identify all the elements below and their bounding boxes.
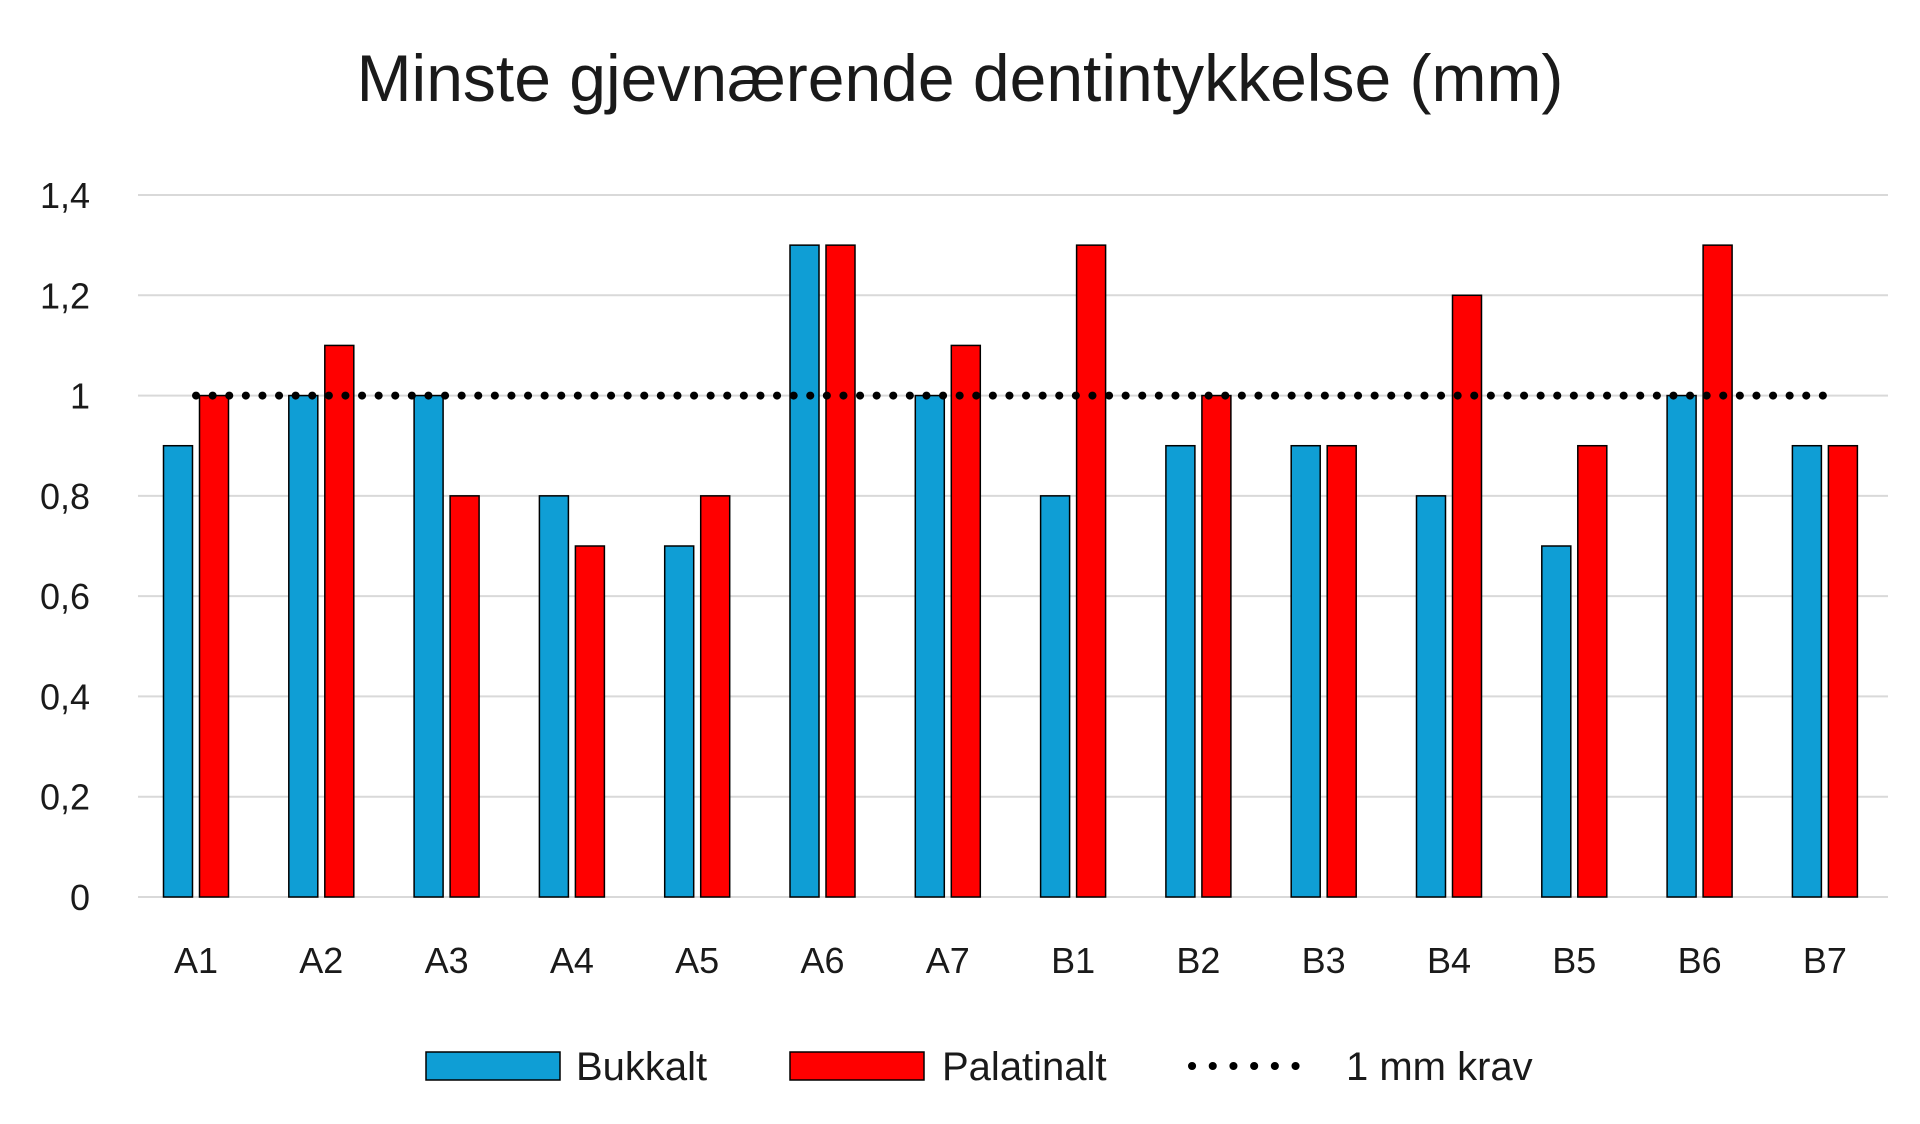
bar-palatinalt-a2: [324, 344, 355, 898]
x-tick-label: A5: [675, 940, 719, 981]
y-tick-label: 1: [70, 376, 90, 417]
x-axis-ticks: A1 A2 A3 A4 A5 A6 A7 B1 B2 B3 B4 B5 B6 B7: [174, 940, 1847, 981]
bar-palatinalt-b2: [1201, 394, 1232, 898]
x-tick-label: B1: [1051, 940, 1095, 981]
bar-palatinalt-a6: [825, 244, 856, 898]
x-tick-label: B4: [1427, 940, 1471, 981]
bar-bukkalt-b7: [1791, 444, 1823, 898]
x-tick-label: B3: [1302, 940, 1346, 981]
bar-bukkalt-a7: [914, 394, 946, 898]
chart-title: Minste gjevnærende dentintykkelse (mm): [356, 41, 1564, 115]
legend-label-bukkalt: Bukkalt: [576, 1045, 707, 1089]
bar-bukkalt-a2: [288, 394, 319, 898]
bar-bukkalt-a6: [789, 244, 820, 898]
bar-bukkalt-b6: [1666, 394, 1697, 898]
y-tick-label: 1,2: [40, 275, 90, 316]
bar-palatinalt-b1: [1075, 244, 1107, 898]
y-tick-label: 0,8: [40, 476, 90, 517]
bar-palatinalt-a5: [699, 495, 731, 898]
bar-palatinalt-a4: [574, 545, 606, 898]
bar-palatinalt-b3: [1326, 444, 1357, 898]
bar-palatinalt-a7: [950, 344, 982, 898]
bar-bukkalt-b3: [1290, 444, 1321, 898]
y-tick-label: 0,4: [40, 676, 90, 717]
bar-bukkalt-b4: [1415, 495, 1447, 898]
bar-bukkalt-a3: [413, 394, 444, 898]
bars: [162, 244, 1859, 898]
y-tick-label: 0,6: [40, 576, 90, 617]
bar-palatinalt-a3: [449, 495, 480, 898]
bar-bukkalt-a4: [538, 495, 570, 898]
legend-swatch-palatinalt: [789, 1051, 925, 1081]
y-tick-label: 1,4: [40, 175, 90, 216]
x-tick-label: B2: [1176, 940, 1220, 981]
bar-palatinalt-b7: [1827, 444, 1859, 898]
bar-palatinalt-b5: [1577, 444, 1608, 898]
legend-label-reference-line: 1 mm krav: [1346, 1045, 1533, 1089]
x-tick-label: A1: [174, 940, 218, 981]
x-tick-label: B7: [1803, 940, 1847, 981]
x-tick-label: A6: [800, 940, 844, 981]
bar-palatinalt-b4: [1451, 294, 1483, 898]
bar-bukkalt-a5: [663, 545, 695, 898]
x-tick-label: A7: [926, 940, 970, 981]
x-tick-label: A2: [299, 940, 343, 981]
bar-palatinalt-b6: [1702, 244, 1733, 898]
legend: Bukkalt Palatinalt 1 mm krav: [425, 1045, 1533, 1089]
gridlines: [138, 194, 1888, 898]
bar-bukkalt-b5: [1541, 545, 1572, 898]
bar-palatinalt-a1: [198, 394, 230, 898]
y-tick-label: 0: [70, 877, 90, 918]
y-tick-label: 0,2: [40, 777, 90, 818]
legend-swatch-bukkalt: [425, 1051, 561, 1081]
bar-bukkalt-a1: [162, 444, 194, 898]
x-tick-label: B6: [1678, 940, 1722, 981]
x-tick-label: A4: [550, 940, 594, 981]
x-tick-label: A3: [425, 940, 469, 981]
bar-bukkalt-b2: [1165, 444, 1196, 898]
legend-label-palatinalt: Palatinalt: [942, 1045, 1107, 1089]
bar-bukkalt-b1: [1039, 495, 1071, 898]
y-axis-ticks: 0 0,2 0,4 0,6 0,8 1 1,2 1,4: [40, 175, 90, 918]
x-tick-label: B5: [1552, 940, 1596, 981]
